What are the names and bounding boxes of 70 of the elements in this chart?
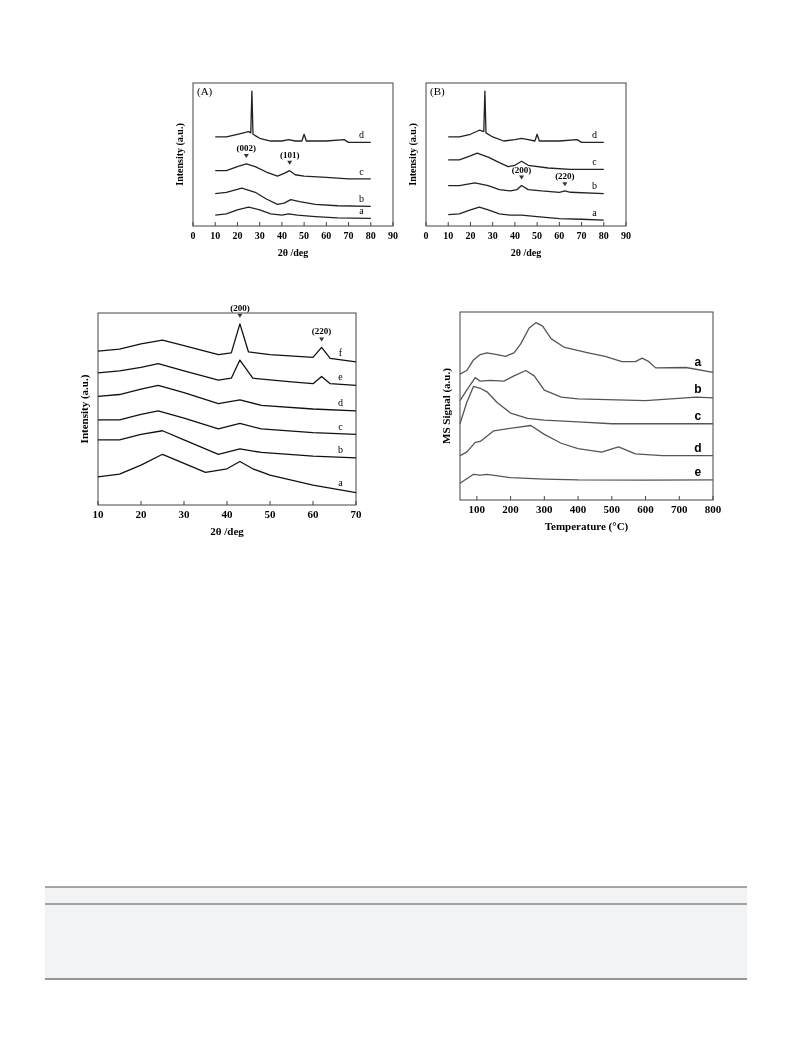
- x-tick-label: 300: [536, 503, 554, 515]
- series-label: d: [338, 397, 344, 409]
- x-tick-label: 10: [92, 508, 104, 520]
- series-label: b: [694, 382, 702, 397]
- series-label: e: [694, 465, 702, 479]
- series-label: b: [591, 180, 597, 192]
- y-axis-title: Intensity (a.u.): [174, 123, 186, 186]
- x-tick-label: 80: [365, 230, 376, 241]
- series-label: c: [338, 420, 344, 432]
- x-tick-label: 200: [502, 503, 520, 515]
- x-tick-label: 10: [443, 230, 454, 241]
- series-label: a: [338, 476, 344, 488]
- series-label: b: [358, 193, 364, 205]
- x-tick-label: 400: [569, 503, 587, 515]
- x-tick-label: 100: [468, 503, 486, 515]
- series-label: a: [359, 205, 365, 217]
- series-label: a: [694, 354, 702, 369]
- y-axis-title: MS Signal (a.u.): [440, 367, 453, 444]
- x-tick-label: 50: [299, 230, 310, 241]
- series-label: c: [359, 165, 365, 177]
- annotation: (200): [230, 302, 250, 313]
- x-axis-title: 2θ /deg: [277, 247, 309, 258]
- series-label: d: [591, 129, 597, 141]
- x-tick-label: 20: [135, 508, 147, 520]
- x-tick-label: 80: [598, 230, 609, 241]
- x-tick-label: 70: [343, 230, 354, 241]
- x-tick-label: 30: [254, 230, 265, 241]
- x-tick-label: 20: [232, 230, 243, 241]
- x-tick-label: 0: [190, 230, 196, 241]
- x-tick-label: 60: [307, 508, 319, 520]
- series-label: c: [592, 156, 598, 168]
- y-axis-title: Intensity (a.u.): [407, 123, 419, 186]
- x-tick-label: 40: [221, 508, 233, 520]
- series-label: d: [358, 129, 364, 141]
- x-tick-label: 40: [509, 230, 520, 241]
- x-tick-label: 10: [210, 230, 221, 241]
- series-label: c: [694, 408, 702, 423]
- x-tick-label: 70: [576, 230, 587, 241]
- series-label: d: [694, 440, 702, 455]
- x-tick-label: 0: [423, 230, 429, 241]
- annotation: (200): [511, 164, 532, 175]
- x-axis-title: 2θ /deg: [510, 247, 542, 258]
- x-tick-label: 700: [671, 503, 689, 515]
- series-label: b: [338, 444, 344, 456]
- annotation: (220): [311, 326, 332, 337]
- x-tick-label: 30: [487, 230, 498, 241]
- x-tick-label: 40: [276, 230, 287, 241]
- x-tick-label: 50: [264, 508, 276, 520]
- annotation: (002): [236, 142, 257, 153]
- y-axis-title: Intensity (a.u.): [78, 374, 91, 444]
- x-tick-label: 50: [532, 230, 543, 241]
- series-label: a: [592, 206, 598, 218]
- x-tick-label: 600: [637, 503, 655, 515]
- series-label: e: [338, 371, 344, 383]
- x-tick-label: 800: [704, 503, 722, 515]
- x-tick-label: 60: [321, 230, 332, 241]
- x-tick-label: 60: [554, 230, 565, 241]
- annotation: (101): [279, 149, 300, 160]
- chart-title: (B): [430, 85, 445, 98]
- x-tick-label: 500: [603, 503, 621, 515]
- x-axis-title: 2θ /deg: [210, 525, 245, 537]
- x-tick-label: 90: [388, 230, 398, 241]
- x-tick-label: 70: [350, 508, 362, 520]
- x-axis-title: Temperature (°C): [544, 520, 629, 533]
- x-tick-label: 90: [621, 230, 631, 241]
- annotation: (220): [555, 171, 575, 182]
- x-tick-label: 30: [178, 508, 190, 520]
- x-tick-label: 20: [465, 230, 476, 241]
- chart-title: (A): [197, 85, 213, 98]
- series-label: f: [338, 346, 343, 358]
